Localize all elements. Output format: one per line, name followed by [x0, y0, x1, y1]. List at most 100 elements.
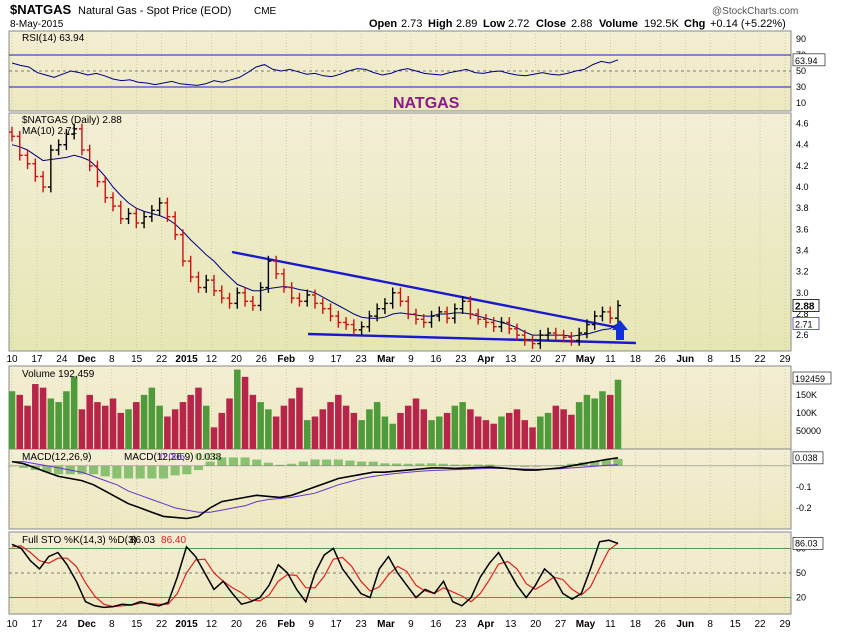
rsi-line	[11, 59, 619, 86]
price-bar	[327, 303, 334, 322]
volume-bar	[591, 398, 598, 449]
volume-bar	[537, 416, 544, 449]
x-tick-label-bottom: 29	[779, 619, 791, 630]
volume-bar	[583, 394, 591, 449]
x-tick-label-bottom: 10	[6, 619, 18, 630]
price-bar	[436, 306, 443, 322]
price-bar	[568, 331, 575, 346]
price-bar	[521, 329, 528, 346]
price-bar	[467, 295, 474, 320]
volume-tick-label: 150K	[796, 390, 817, 400]
volume-bar	[490, 423, 497, 449]
price-title: $NATGAS (Daily) 2.88	[22, 115, 122, 126]
volume-bar	[560, 409, 567, 449]
volume-bar	[179, 402, 187, 449]
macd-tick-label: -0.1	[796, 482, 812, 492]
x-tick-label-bottom: 12	[206, 619, 218, 630]
rsi-chart: 907050301063.94	[9, 34, 826, 108]
volume-bar	[288, 398, 295, 449]
price-bar	[358, 321, 365, 336]
high-label: High	[428, 18, 453, 30]
volume-bar	[195, 387, 202, 449]
price-bar	[451, 303, 458, 324]
price-bar	[296, 292, 303, 307]
volume-bar	[474, 416, 482, 449]
volume-bar	[412, 398, 420, 449]
volume-bar	[226, 398, 233, 449]
close-tag-box	[792, 299, 820, 312]
x-tick-label: 17	[31, 354, 43, 365]
chg-value: +0.14 (+5.22%)	[710, 18, 786, 30]
volume-bar	[94, 402, 101, 449]
x-tick-label-bottom: 8	[707, 619, 713, 630]
x-tick-label: Mar	[377, 354, 395, 365]
price-bar	[490, 317, 497, 332]
price-bar	[195, 271, 202, 293]
macd-hist-bar	[170, 465, 180, 476]
stoch-k-line	[11, 539, 619, 609]
price-bar	[475, 308, 482, 325]
macd-hist-bar	[252, 459, 262, 466]
macd-hist-bar	[42, 465, 52, 473]
x-tick-label-bottom: 13	[505, 619, 517, 630]
macd-hist-bar	[54, 465, 64, 475]
x-tick-label-bottom: 15	[131, 619, 143, 630]
macd-hist-bar	[287, 463, 297, 466]
x-tick-label: 10	[6, 354, 18, 365]
ma-title: MA(10) 2.71	[22, 126, 77, 137]
price-bar	[560, 329, 567, 343]
price-bar	[218, 285, 225, 304]
price-bar	[257, 282, 264, 311]
stoch-title: Full STO %K(14,3) %D(3)	[22, 535, 137, 546]
macd-hist-bar	[368, 461, 378, 466]
volume-bar	[397, 412, 404, 449]
price-bar	[366, 310, 373, 332]
price-bar	[164, 197, 171, 222]
rsi-last-value: 63.94	[795, 56, 818, 66]
price-bar	[350, 319, 357, 336]
volume-bar	[55, 402, 62, 449]
volume-bar	[327, 402, 334, 449]
ma-tag-box	[792, 317, 820, 330]
upper-trendline	[231, 250, 621, 330]
lower-trendline	[307, 332, 637, 345]
macd-hist-bar	[217, 457, 227, 466]
price-bar	[110, 192, 116, 212]
volume-bar	[498, 416, 505, 449]
stoch-last-value: 86.03	[795, 538, 818, 548]
price-bar	[482, 313, 489, 328]
volume-bar	[335, 394, 342, 449]
price-tick-label: 3.8	[796, 203, 809, 213]
chart-date: 8-May-2015	[10, 19, 64, 30]
price-bar	[514, 323, 520, 341]
x-tick-label: 15	[131, 354, 143, 365]
x-tick-label-bottom: 20	[231, 619, 243, 630]
price-bar	[304, 289, 311, 307]
macd-hist-bar	[555, 465, 565, 466]
volume-bar	[521, 420, 529, 449]
x-tick-label: 24	[56, 354, 68, 365]
price-tick-label: 4.0	[796, 182, 809, 192]
x-tick-label-bottom: 20	[530, 619, 542, 630]
price-tick-label: 4.2	[796, 161, 809, 171]
price-bar	[335, 310, 342, 328]
volume-bar	[575, 402, 583, 449]
stoch-value-box	[792, 537, 824, 550]
price-bar	[405, 295, 412, 320]
macd-hist-bar	[147, 465, 157, 479]
x-tick-label: 12	[206, 354, 218, 365]
macd-hist-bar	[322, 459, 332, 466]
x-tick-label-bottom: 11	[605, 619, 616, 630]
volume-bar	[381, 416, 389, 449]
price-bar	[179, 229, 186, 267]
price-bar	[78, 123, 85, 156]
x-tick-label-bottom: 22	[755, 619, 767, 630]
volume-bar	[39, 387, 47, 449]
volume-bar	[451, 405, 459, 449]
volume-bar	[24, 405, 31, 449]
volume-bar	[32, 384, 39, 449]
close-label: Close	[536, 18, 566, 30]
volume-bar	[552, 405, 560, 449]
price-tick-label: 4.4	[796, 140, 809, 150]
natgas-annotation: NATGAS	[393, 95, 460, 112]
